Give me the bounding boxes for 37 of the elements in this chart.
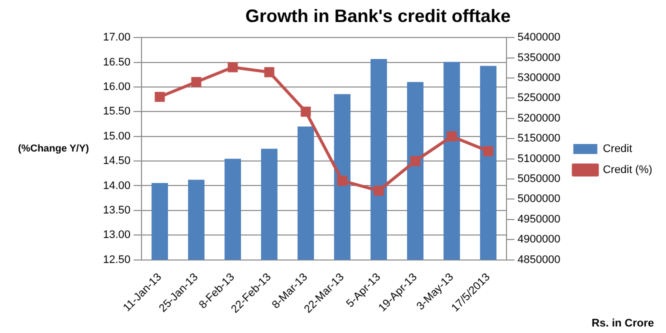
point: [337, 176, 348, 186]
y-tick-label: 16.50: [102, 56, 131, 68]
point: [446, 131, 457, 142]
y2-tick-label: 5150000: [518, 132, 560, 145]
y2-tick-label: 5050000: [518, 173, 560, 186]
y-tick-label: 16.00: [102, 81, 131, 94]
point: [483, 146, 494, 156]
y-tick-label: 14.50: [102, 155, 131, 168]
y-tick-label: 17.00: [102, 32, 131, 44]
point: [228, 62, 238, 72]
text: Rs. in Crore: [592, 318, 654, 330]
y2-tick-label: 5100000: [518, 152, 560, 165]
y-tick-label: 13.00: [102, 229, 131, 242]
point: [191, 77, 202, 88]
legend-label: Credit: [602, 143, 632, 156]
y-tick-label: 15.00: [102, 130, 131, 142]
y-tick-label: 15.50: [102, 106, 131, 118]
point: [410, 156, 420, 166]
y-tick-label: 14.00: [102, 180, 131, 192]
legend-label: Credit (%): [602, 164, 652, 176]
point: [300, 106, 311, 117]
y2-tick-label: 5250000: [518, 92, 560, 104]
y2-tick-label: 4950000: [518, 213, 560, 226]
y2-tick-label: 4850000: [518, 254, 560, 266]
y2-tick-label: 4900000: [518, 234, 560, 246]
y2-tick-label: 5300000: [518, 72, 560, 84]
point: [264, 67, 274, 78]
point: [154, 92, 165, 102]
y2-tick-label: 5000000: [518, 193, 560, 206]
point: [374, 186, 384, 196]
chart-title: Growth in Bank's credit offtake: [245, 6, 511, 26]
y-axis-title: (%Change Y/Y): [18, 143, 89, 154]
y2-tick-label: 5200000: [518, 112, 560, 124]
y2-tick-label: 5400000: [518, 32, 560, 44]
y-tick-label: 12.50: [102, 254, 131, 266]
y2-tick-label: 5350000: [518, 52, 560, 64]
y-tick-label: 13.50: [102, 204, 131, 216]
